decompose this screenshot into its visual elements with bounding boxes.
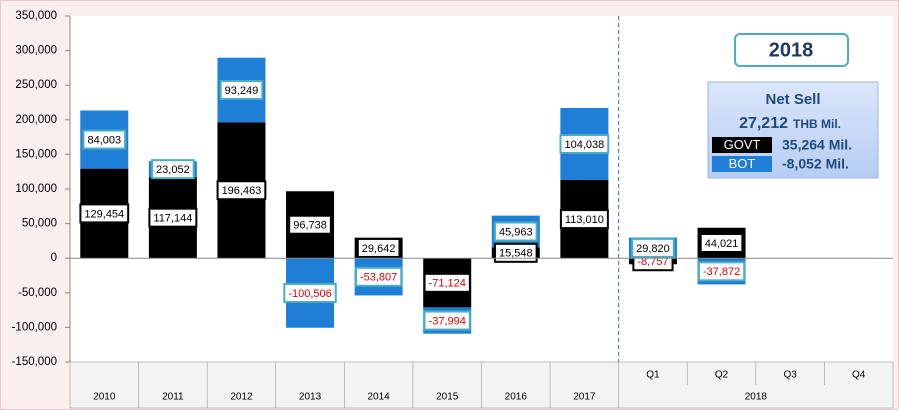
x-tick-label: 2014 (368, 392, 391, 403)
data-label-box (423, 272, 471, 293)
info-total: 27,212 (739, 115, 788, 132)
y-tick-label: -100,000 (12, 321, 57, 333)
data-label-text: 44,021 (705, 238, 739, 250)
data-label: 44,021 (699, 232, 744, 253)
y-tick-label: -150,000 (12, 356, 57, 368)
info-govt-amount: 35,264 Mil. (782, 137, 852, 153)
data-label-text: 29,642 (362, 243, 396, 255)
info-year: 2018 (769, 39, 814, 61)
data-label-box (493, 242, 538, 263)
data-label-text: -100,506 (288, 288, 331, 300)
data-label: -53,807 (354, 266, 403, 287)
data-label-text: -8,757 (637, 256, 668, 268)
info-title: Net Sell (765, 91, 820, 108)
data-label-box (354, 266, 403, 287)
data-label-text: 93,249 (225, 85, 259, 97)
y-tick-label: 350,000 (15, 10, 57, 22)
x-tick-label: Q1 (646, 370, 660, 381)
data-label: -71,124 (423, 272, 471, 293)
data-label-box (288, 214, 332, 235)
x-tick-label: Q4 (852, 370, 866, 381)
legend-label: BOT (729, 156, 756, 171)
plot-area (70, 16, 893, 362)
data-label-box (559, 209, 609, 230)
group-label: 2018 (745, 392, 768, 403)
data-label: 117,144 (148, 207, 198, 228)
data-label: 113,010 (559, 209, 609, 230)
data-label-box (631, 237, 675, 258)
x-tick-label: Q2 (715, 370, 729, 381)
data-label: 96,738 (288, 214, 332, 235)
data-label: 15,548 (493, 242, 538, 263)
data-label: 196,463 (216, 180, 267, 201)
data-label-text: 96,738 (293, 220, 327, 232)
legend-label: GOVT (724, 137, 761, 152)
data-label-box (151, 159, 195, 180)
data-label: 29,642 (356, 237, 401, 258)
year-box (734, 33, 849, 67)
data-label: 129,454 (79, 203, 130, 224)
data-label-text: 23,052 (156, 164, 190, 176)
data-label-text: 196,463 (222, 185, 262, 197)
x-tick-label: 2016 (505, 392, 528, 403)
y-tick-label: 50,000 (22, 218, 57, 230)
data-label-text: -71,124 (429, 278, 466, 290)
data-label-text: -37,872 (703, 266, 740, 278)
data-label-box (216, 180, 267, 201)
data-label-box (356, 237, 401, 258)
data-label-text: -53,807 (360, 272, 397, 284)
data-label: -37,994 (423, 310, 471, 331)
data-label: -100,506 (283, 282, 337, 303)
data-label: 45,963 (493, 221, 538, 242)
data-label: 93,249 (219, 79, 264, 100)
y-tick-label: 200,000 (15, 114, 57, 126)
data-label: -37,872 (697, 261, 746, 282)
data-label-box (283, 282, 337, 303)
x-tick-label: 2012 (230, 392, 253, 403)
data-label-box (493, 221, 538, 242)
data-label-text: 29,820 (636, 243, 670, 255)
data-label: 104,038 (559, 133, 610, 154)
info-bot-amount: -8,052 Mil. (782, 156, 849, 172)
data-label-text: 104,038 (564, 139, 604, 151)
x-tick-label: 2010 (93, 392, 116, 403)
x-tick-label: 2011 (162, 392, 184, 403)
data-label-text: -37,994 (429, 315, 466, 327)
data-label-text: 45,963 (499, 226, 533, 238)
legend-swatch (712, 137, 772, 153)
data-label-text: 84,003 (87, 134, 121, 146)
y-tick-label: -50,000 (18, 287, 57, 299)
data-label-box (219, 79, 264, 100)
x-tick-label: 2015 (436, 392, 459, 403)
y-tick-label: 300,000 (15, 45, 57, 57)
legend-swatch (712, 156, 772, 172)
x-tick-label: 2013 (299, 392, 322, 403)
x-tick-label: 2017 (573, 392, 596, 403)
data-label-box (699, 232, 744, 253)
data-label: 23,052 (151, 159, 195, 180)
info-box: 2018 Net Sell 27,212 THB Mil. GOVT 35,26… (707, 33, 879, 179)
data-label-box (148, 207, 198, 228)
data-label-box (79, 203, 130, 224)
data-label-box (82, 129, 127, 150)
y-tick-label: 100,000 (15, 183, 57, 195)
data-label-text: 15,548 (499, 248, 533, 260)
y-tick-label: 0 (51, 252, 57, 264)
data-label-box (423, 310, 471, 331)
data-label: 84,003 (82, 129, 127, 150)
data-label-text: 117,144 (153, 213, 192, 225)
data-label-box (697, 261, 746, 282)
y-tick-label: 250,000 (15, 79, 57, 91)
info-total-unit: THB Mil. (793, 117, 841, 131)
data-label-text: 129,454 (84, 208, 124, 220)
data-label-text: 113,010 (565, 214, 604, 226)
data-label: 29,820 (631, 237, 675, 258)
x-tick-label: Q3 (783, 370, 797, 381)
data-label-box (559, 133, 610, 154)
y-tick-label: 150,000 (15, 148, 57, 160)
